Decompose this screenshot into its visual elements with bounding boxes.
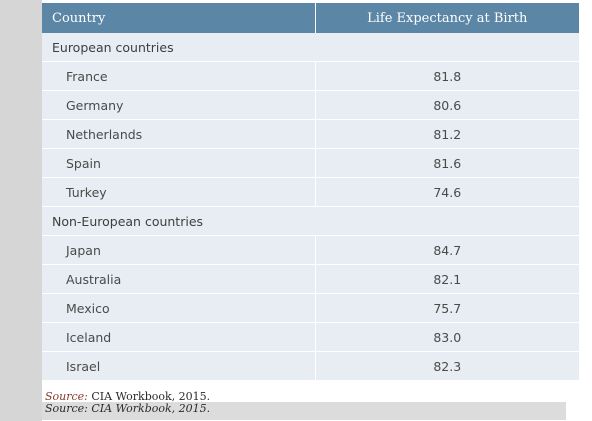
- country-cell: Japan: [42, 235, 316, 265]
- table-row: Spain 81.6: [42, 148, 579, 178]
- value-cell: 81.6: [315, 148, 579, 178]
- value-cell: 81.2: [315, 119, 579, 149]
- table-row: Japan 84.7: [42, 235, 579, 265]
- source-label: Source:: [45, 390, 88, 403]
- table-row: Israel 82.3: [42, 351, 579, 381]
- country-cell: Netherlands: [42, 119, 316, 149]
- header-life-expectancy: Life Expectancy at Birth: [315, 3, 579, 33]
- country-cell: Australia: [42, 264, 316, 294]
- group-label: Non-European countries: [42, 206, 579, 236]
- table-row: Turkey 74.6: [42, 177, 579, 207]
- left-margin-strip: [0, 0, 42, 421]
- source-text: CIA Workbook, 2015.: [91, 390, 211, 403]
- table-header-row: Country Life Expectancy at Birth: [42, 3, 579, 33]
- group-row: European countries: [42, 33, 579, 62]
- source-note: Source: CIA Workbook, 2015.: [45, 391, 210, 403]
- country-cell: Iceland: [42, 322, 316, 352]
- value-cell: 82.1: [315, 264, 579, 294]
- table-row: Netherlands 81.2: [42, 119, 579, 149]
- source-text-duplicate: CIA Workbook, 2015.: [91, 402, 211, 415]
- source-label-duplicate: Source:: [45, 402, 88, 415]
- value-cell: 81.8: [315, 61, 579, 91]
- value-cell: 74.6: [315, 177, 579, 207]
- country-cell: France: [42, 61, 316, 91]
- header-country: Country: [42, 3, 316, 33]
- table-row: Australia 82.1: [42, 264, 579, 294]
- table-row: Mexico 75.7: [42, 293, 579, 323]
- source-note-duplicate: Source: CIA Workbook, 2015.: [42, 402, 566, 420]
- value-cell: 82.3: [315, 351, 579, 381]
- group-label: European countries: [42, 33, 579, 62]
- country-cell: Germany: [42, 90, 316, 120]
- value-cell: 80.6: [315, 90, 579, 120]
- value-cell: 84.7: [315, 235, 579, 265]
- country-cell: Mexico: [42, 293, 316, 323]
- table-body: European countries France 81.8 Germany 8…: [42, 33, 579, 381]
- table-row: Germany 80.6: [42, 90, 579, 120]
- life-expectancy-table: Country Life Expectancy at Birth Europea…: [42, 3, 579, 381]
- table-row: Iceland 83.0: [42, 322, 579, 352]
- country-cell: Spain: [42, 148, 316, 178]
- group-row: Non-European countries: [42, 206, 579, 236]
- country-cell: Turkey: [42, 177, 316, 207]
- life-expectancy-table-container: Country Life Expectancy at Birth Europea…: [42, 3, 579, 381]
- table-row: France 81.8: [42, 61, 579, 91]
- country-cell: Israel: [42, 351, 316, 381]
- value-cell: 75.7: [315, 293, 579, 323]
- value-cell: 83.0: [315, 322, 579, 352]
